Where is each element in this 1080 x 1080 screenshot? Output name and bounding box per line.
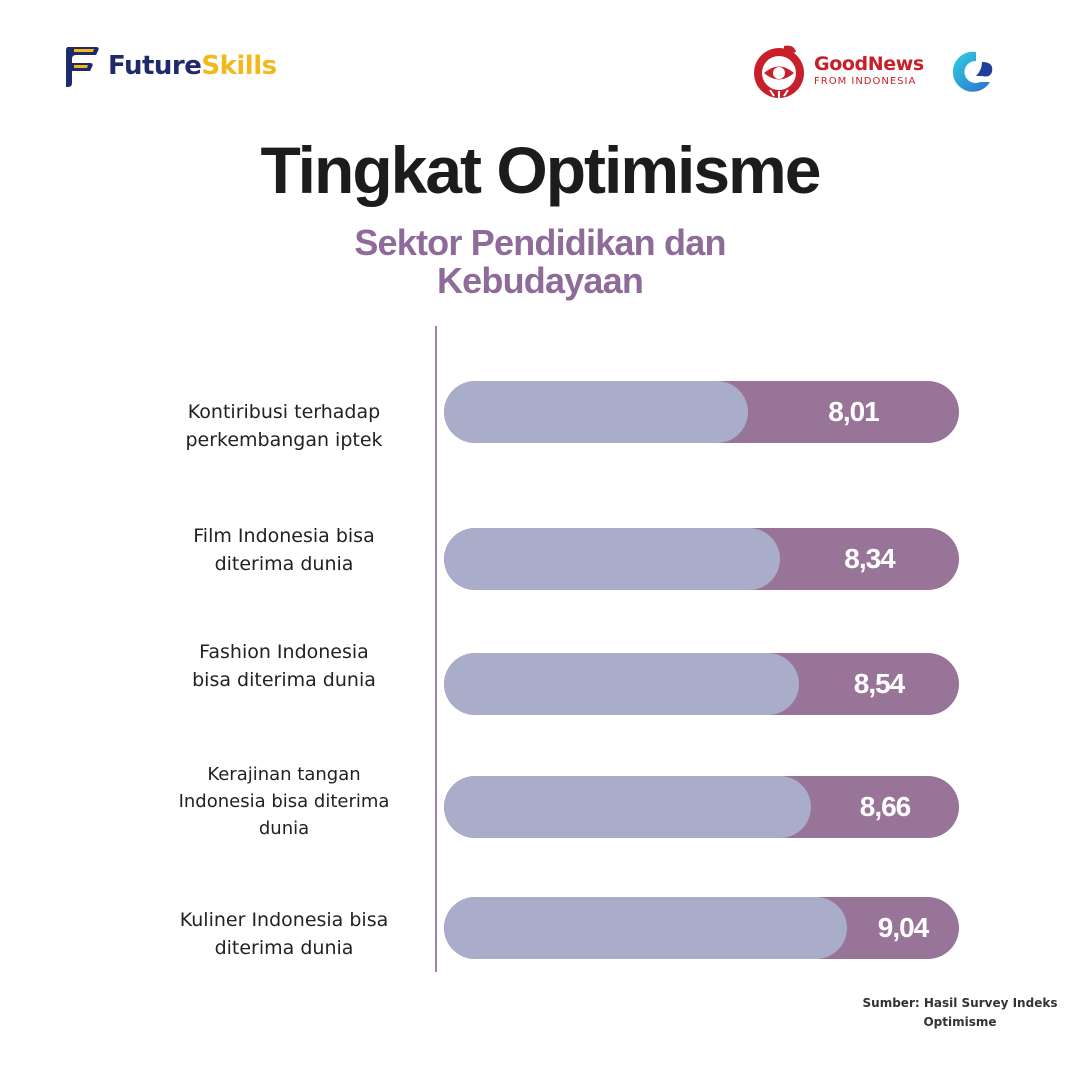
bar-value-label: 8,66	[859, 791, 912, 822]
bar-value-label: 8,34	[844, 543, 896, 574]
bar: 8,54	[444, 653, 959, 715]
source-note: Sumber: Hasil Survey Indeks Optimisme	[860, 994, 1060, 1032]
category-label-line: Kuliner Indonesia bisa	[179, 909, 389, 931]
chart-title: Tingkat Optimisme	[260, 133, 822, 207]
category-label-line: Indonesia bisa diterima	[178, 791, 390, 812]
goodnews-subtitle: FROM INDONESIA	[814, 76, 917, 87]
bar-fill	[444, 528, 780, 590]
bar-fill	[444, 897, 847, 959]
bar-fill	[444, 653, 799, 715]
futureskills-word-2: Skills	[201, 51, 277, 81]
bar-fill	[444, 381, 748, 443]
garuda-emblem-icon	[754, 45, 804, 98]
source-line-2: Optimisme	[923, 1015, 997, 1029]
bar-value-label: 8,54	[853, 668, 906, 699]
category-label-line: diterima dunia	[214, 553, 354, 575]
category-label-line: perkembangan iptek	[185, 429, 383, 451]
category-label: Kerajinan tangan Indonesia bisa diterima…	[150, 761, 418, 842]
gs-logo-icon	[952, 51, 993, 92]
bar-value-label: 9,04	[877, 912, 930, 943]
category-label-line: Film Indonesia bisa	[193, 525, 375, 547]
bar: 8,01	[444, 381, 959, 443]
source-line-1: Sumber: Hasil Survey Indeks	[862, 996, 1058, 1010]
subtitle-line-2: Kebudayaan	[436, 260, 644, 301]
bar: 9,04	[444, 897, 959, 959]
category-label: Kontiribusi terhadap perkembangan iptek	[150, 398, 418, 454]
futureskills-logo-icon	[66, 47, 99, 87]
bar-fill	[444, 776, 811, 838]
chart-axis-line	[435, 326, 437, 972]
category-label-line: dunia	[258, 818, 310, 839]
futureskills-logo: Future Skills	[62, 42, 277, 90]
bar: 8,34	[444, 528, 959, 590]
category-label-line: Kontiribusi terhadap	[187, 401, 381, 423]
goodnews-title: GoodNews	[814, 53, 924, 75]
goodnews-logo: GoodNews FROM INDONESIA	[750, 42, 924, 100]
subtitle-line-1: Sektor Pendidikan dan	[354, 222, 726, 263]
category-label: Kuliner Indonesia bisa diterima dunia	[150, 906, 418, 962]
category-label-line: Fashion Indonesia	[199, 641, 369, 663]
bar: 8,66	[444, 776, 959, 838]
category-label: Film Indonesia bisa diterima dunia	[150, 522, 418, 578]
category-label-line: diterima dunia	[214, 937, 354, 959]
category-label-line: bisa diterima dunia	[192, 669, 376, 691]
category-label: Fashion Indonesia bisa diterima dunia	[150, 638, 418, 694]
bar-value-label: 8,01	[828, 396, 880, 427]
chart-subtitle: Sektor Pendidikan dan Kebudayaan	[290, 224, 790, 300]
category-label-line: Kerajinan tangan	[207, 764, 361, 785]
futureskills-word-1: Future	[108, 51, 202, 81]
